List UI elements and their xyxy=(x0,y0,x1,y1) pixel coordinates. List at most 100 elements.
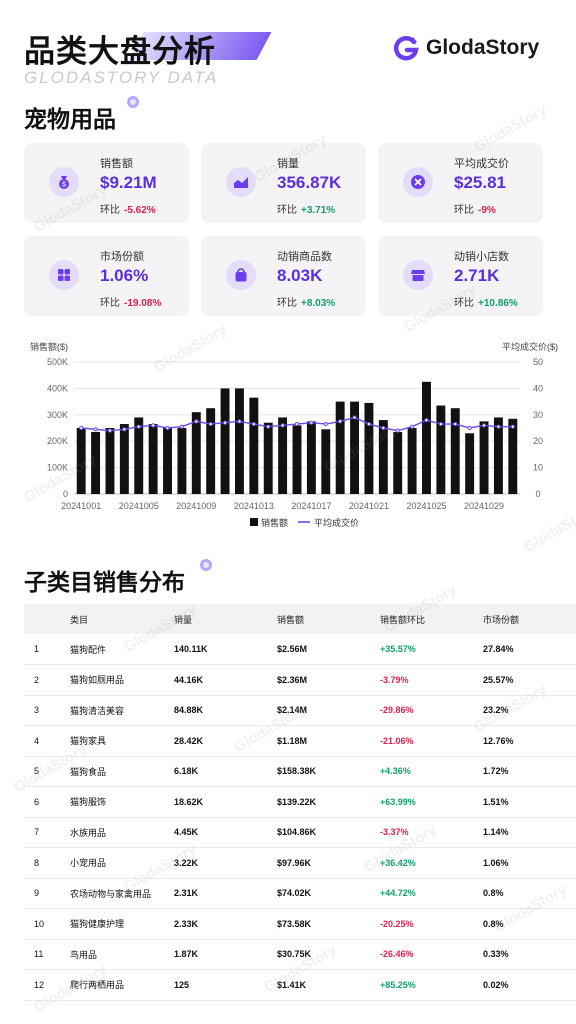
kpi-card-sales: $ 销售额 $9.21M 环比 -5.62% xyxy=(24,143,189,223)
x-tick-label: 20241029 xyxy=(464,501,504,511)
amount-cell: $158.38K xyxy=(277,766,317,777)
bar xyxy=(508,418,518,494)
line-point xyxy=(481,423,487,428)
y-tick-label: 0 xyxy=(63,489,68,499)
kpi-change: 环比 -5.62% xyxy=(100,205,156,216)
kpi-label: 动销小店数 xyxy=(454,251,509,263)
amount-cell: $2.36M xyxy=(277,674,308,685)
bar xyxy=(220,388,230,494)
bar xyxy=(306,421,316,494)
kpi-label: 销售额 xyxy=(100,158,133,170)
col-header-volume: 销量 xyxy=(174,614,193,625)
bar xyxy=(278,417,288,494)
line-point xyxy=(438,421,443,427)
rank-cell: 9 xyxy=(34,888,40,899)
left-axis-title: 销售额($) xyxy=(30,341,68,352)
rank-cell: 8 xyxy=(34,857,40,868)
volume-cell: 84.88K xyxy=(174,705,204,716)
share-cell: 23.2% xyxy=(483,705,509,716)
line-point xyxy=(280,423,285,428)
bar xyxy=(321,429,331,494)
bar xyxy=(91,431,101,494)
kpi-change: 环比 -9% xyxy=(454,205,496,216)
change-cell: -20.25% xyxy=(380,918,414,929)
bar xyxy=(493,417,503,494)
y-tick-label: 300K xyxy=(47,410,68,420)
line-point xyxy=(179,424,185,429)
line-point xyxy=(395,428,400,433)
line-point xyxy=(222,420,228,425)
table-row: 7 水族用品 4.45K $104.86K -3.37% 1.14% xyxy=(24,817,576,848)
amount-cell: $74.02K xyxy=(277,888,312,899)
y-tick-label: 500K xyxy=(47,357,68,367)
change-cell: +44.72% xyxy=(380,888,416,899)
brand-name: GlodaStory xyxy=(426,36,540,59)
bar xyxy=(76,428,86,494)
y2-tick-label: 10 xyxy=(533,463,543,473)
line-point xyxy=(251,421,256,427)
bar xyxy=(206,408,216,494)
legend-label-sales: 销售额 xyxy=(261,517,288,528)
bar xyxy=(479,421,489,494)
y2-tick-label: 30 xyxy=(533,410,543,420)
section-dot-decoration xyxy=(200,559,212,571)
legend-swatch-sales xyxy=(250,518,258,526)
y-tick-label: 400K xyxy=(47,383,68,393)
bar xyxy=(378,420,388,494)
bar xyxy=(450,408,460,494)
y-tick-label: 200K xyxy=(47,436,68,446)
bar xyxy=(393,431,403,494)
bar xyxy=(422,381,431,494)
kpi-value: $25.81 xyxy=(454,173,506,192)
kpi-change: 环比 -19.08% xyxy=(100,298,162,309)
line-point xyxy=(194,419,199,424)
rank-cell: 12 xyxy=(34,979,45,990)
share-cell: 12.76% xyxy=(483,735,514,746)
amount-cell: $2.56M xyxy=(277,644,308,654)
change-cell: -21.06% xyxy=(380,735,414,746)
table-row: 1 猫狗配件 140.11K $2.56M +35.57% 27.84% xyxy=(24,634,576,665)
line-point xyxy=(237,419,242,424)
category-cell: 爬行两栖用品 xyxy=(70,980,125,991)
line-point xyxy=(122,427,127,432)
table-header-row: 类目 销量 销售额 销售额环比 市场份额 xyxy=(24,604,576,634)
x-tick-label: 20241001 xyxy=(61,501,101,511)
line-point xyxy=(510,424,515,429)
rank-cell: 3 xyxy=(34,705,40,716)
volume-cell: 125 xyxy=(174,979,190,990)
table-row: 10 猫狗健康护理 2.33K $73.58K -20.25% 0.8% xyxy=(24,909,576,939)
table-row: 3 猫狗清洁美容 84.88K $2.14M -29.86% 23.2% xyxy=(24,695,576,726)
kpi-value: $9.21M xyxy=(100,173,157,192)
amount-cell: $104.86K xyxy=(277,827,317,838)
line-point xyxy=(352,415,357,420)
line-point xyxy=(79,425,84,431)
category-cell: 猫狗配件 xyxy=(70,644,107,655)
report-header: 品类大盘分析 GLODASTORY DATA GlodaStory xyxy=(0,0,576,140)
line-point xyxy=(309,420,314,425)
svg-text:$: $ xyxy=(62,182,66,189)
kpi-value: 8.03K xyxy=(277,266,323,285)
category-cell: 水族用品 xyxy=(70,827,107,838)
brand-logo: GlodaStory xyxy=(392,34,539,62)
line-point xyxy=(165,425,170,431)
x-tick-label: 20241017 xyxy=(291,501,331,511)
volume-cell: 4.45K xyxy=(174,827,199,838)
kpi-card-active-stores: 动销小店数 2.71K 环比 +10.86% xyxy=(378,236,543,316)
line-point xyxy=(323,421,328,427)
bar xyxy=(465,433,475,494)
x-tick-label: 20241025 xyxy=(406,501,446,511)
share-cell: 1.72% xyxy=(483,766,509,777)
sales-combo-chart: 销售额($) 平均成交价($) 0 100K 200K 300K 400K 500K 0 10 20… xyxy=(30,341,558,528)
change-cell: +4.36% xyxy=(380,766,411,777)
volume-cell: 2.31K xyxy=(174,888,199,899)
kpi-value: 1.06% xyxy=(100,266,149,285)
section-title-subcategory: 子类目销售分布 xyxy=(24,569,185,595)
bar xyxy=(335,401,345,494)
kpi-card-avg-price: 平均成交价 $25.81 环比 -9% xyxy=(378,143,543,223)
bar xyxy=(105,428,115,494)
kpi-label: 销量 xyxy=(277,158,299,170)
volume-cell: 3.22K xyxy=(174,857,199,868)
kpi-label: 平均成交价 xyxy=(454,158,509,170)
amount-cell: $97.96K xyxy=(277,857,312,868)
line-point xyxy=(453,421,458,427)
